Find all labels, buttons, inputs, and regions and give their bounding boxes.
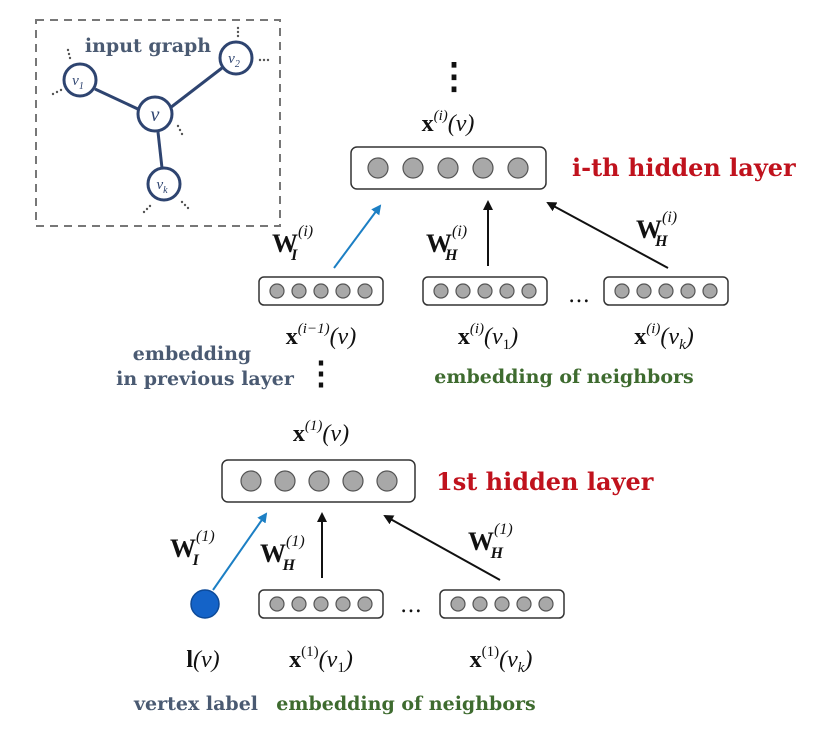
bottom-ellipsis: … <box>400 593 422 618</box>
top-neighbor1-embedding-units <box>433 283 537 299</box>
graph-edge-v-v1 <box>94 87 141 112</box>
bottom-hidden-unit <box>274 470 296 492</box>
bottom-neighbork-unit <box>450 596 466 612</box>
vertex-label-symbol: l(v) <box>186 647 219 673</box>
graph-node-vk-label: vk <box>156 177 168 196</box>
bottom-neighbor1-unit <box>357 596 373 612</box>
bottom-neighbork-unit <box>494 596 510 612</box>
top-prev-unit <box>357 283 373 299</box>
top-neighbors-caption: embedding of neighbors <box>434 366 693 388</box>
top-prev-embedding-units <box>269 283 373 299</box>
top-weight-input: W(i) I <box>272 223 313 264</box>
graph-node-vk <box>146 166 182 202</box>
bottom-hidden-layer-units <box>240 470 398 492</box>
top-output-label: x(i)(v) <box>422 108 475 137</box>
bottom-weight-input: W(1) I <box>170 528 215 569</box>
bottom-output-label: x(1)(v) <box>293 418 349 447</box>
bottom-hidden-unit <box>342 470 364 492</box>
bottom-hidden-unit <box>240 470 262 492</box>
bottom-neighbor1-unit <box>269 596 285 612</box>
bottom-weight-hidden-1: W(1) H <box>260 533 305 574</box>
top-prev-embedding-label: x(i−1)(v) <box>286 321 356 350</box>
top-neighbork-embedding-units <box>614 283 718 299</box>
input-graph-title: input graph <box>85 35 211 57</box>
top-ellipsis: … <box>568 283 590 308</box>
top-neighbor1-label: x(i)(v1) <box>458 321 518 353</box>
top-neighbork-arrow <box>546 202 669 269</box>
top-hidden-unit <box>472 157 494 179</box>
top-neighbork-unit <box>614 283 630 299</box>
graph-node-v1-label: v1 <box>72 73 84 92</box>
bottom-neighbors-caption: embedding of neighbors <box>276 693 535 715</box>
graph-dangling-dots <box>51 26 270 214</box>
bottom-hidden-unit <box>308 470 330 492</box>
bottom-neighbor1-embedding-units <box>269 596 373 612</box>
bottom-neighbor1-unit <box>313 596 329 612</box>
bottom-neighbork-unit <box>538 596 554 612</box>
top-prev-unit <box>269 283 285 299</box>
top-input-arrow <box>333 204 382 269</box>
bottom-neighbor1-label: x(1)(v1) <box>289 644 353 676</box>
vertex-label-node <box>190 589 220 619</box>
top-neighbor1-unit <box>477 283 493 299</box>
top-prev-unit <box>335 283 351 299</box>
top-neighbork-unit <box>702 283 718 299</box>
top-neighbork-label: x(i)(vk) <box>634 321 694 353</box>
top-hidden-layer-units <box>367 157 529 179</box>
bottom-neighbork-embedding-units <box>450 596 554 612</box>
bottom-layer-title: 1st hidden layer <box>436 467 654 496</box>
top-prev-caption-line1: embedding <box>133 343 251 365</box>
bottom-neighbor1-unit <box>291 596 307 612</box>
bottom-weight-hidden-2: W(1) H <box>468 521 513 562</box>
top-hidden-unit <box>402 157 424 179</box>
graph-node-v2 <box>218 40 254 76</box>
bottom-neighbork-arrow <box>383 515 501 581</box>
top-prev-unit <box>313 283 329 299</box>
top-neighbor1-unit <box>455 283 471 299</box>
top-hidden-unit <box>507 157 529 179</box>
top-prev-caption-line2: in previous layer <box>116 368 295 390</box>
bottom-neighbork-unit <box>472 596 488 612</box>
top-neighbor1-unit <box>499 283 515 299</box>
graph-edge-v-v2 <box>169 66 223 110</box>
bottom-neighbork-unit <box>516 596 532 612</box>
bottom-input-arrow <box>212 512 268 591</box>
top-hidden-unit <box>367 157 389 179</box>
graph-node-v1 <box>62 62 98 98</box>
bottom-neighbork-label: x(1)(vk) <box>470 644 533 676</box>
top-neighbork-unit <box>636 283 652 299</box>
top-vdots: ⋮ <box>436 55 472 97</box>
top-layer-title: i-th hidden layer <box>572 153 796 182</box>
input-graph: input graph v v1 v2 vk <box>35 19 281 227</box>
top-weight-hidden-1: W(i) H <box>426 223 467 264</box>
top-prev-unit <box>291 283 307 299</box>
top-neighbor1-unit <box>433 283 449 299</box>
graph-edge-v-vk <box>156 131 164 169</box>
graph-node-v-label: v <box>151 104 160 126</box>
bottom-hidden-unit <box>376 470 398 492</box>
bottom-neighbor1-unit <box>335 596 351 612</box>
graph-node-v <box>136 95 174 133</box>
top-weight-hidden-2: W(i) H <box>636 209 677 250</box>
top-neighbork-unit <box>680 283 696 299</box>
middle-vdots: ⋮ <box>305 354 337 392</box>
top-hidden-unit <box>437 157 459 179</box>
top-neighbor1-unit <box>521 283 537 299</box>
top-neighbork-unit <box>658 283 674 299</box>
vertex-label-caption: vertex label <box>133 693 258 715</box>
graph-node-v2-label: v2 <box>228 51 240 70</box>
